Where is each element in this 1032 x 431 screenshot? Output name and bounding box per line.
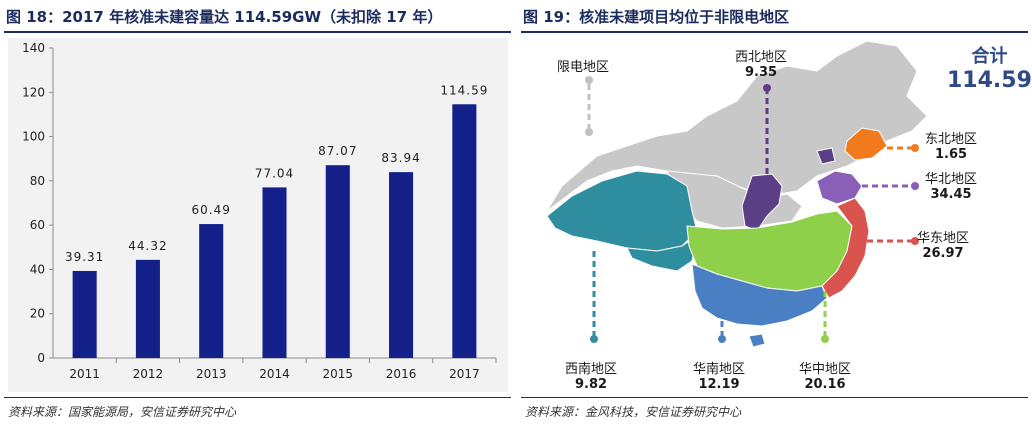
y-tick-label: 40	[30, 262, 45, 276]
region-label-north: 华北地区 34.45	[925, 168, 977, 202]
y-tick-label: 140	[22, 41, 45, 55]
data-label: 39.31	[65, 250, 104, 264]
y-tick-label: 20	[30, 307, 45, 321]
total-box: 合计 114.59	[947, 42, 1032, 93]
region-name: 华东地区	[917, 231, 970, 246]
region-name: 华南地区	[693, 362, 746, 377]
map-region-northwest	[741, 173, 783, 232]
y-tick-label: 60	[30, 218, 45, 232]
y-tick-label: 100	[22, 130, 45, 144]
map-source: 资料来源：金风科技，安信证券研究中心	[525, 405, 742, 419]
region-name: 东北地区	[925, 132, 978, 147]
region-value: 9.35	[744, 65, 778, 80]
chart-source: 资料来源：国家能源局，安信证券研究中心	[8, 405, 237, 419]
source-rule	[4, 397, 511, 398]
data-label: 44.32	[128, 239, 167, 253]
region-label-northwest: 西北地区 9.35	[735, 46, 787, 80]
region-label-south: 华南地区 12.19	[693, 358, 745, 392]
region-name: 限电地区	[557, 60, 610, 75]
region-label-northeast: 东北地区 1.65	[925, 128, 977, 162]
bar-2017	[452, 104, 477, 358]
x-tick-label: 2011	[69, 367, 100, 381]
map-region-north	[816, 170, 863, 205]
map-region-south	[691, 263, 828, 327]
leader-dots	[585, 76, 919, 343]
x-tick-label: 2014	[259, 367, 290, 381]
map-region-east	[821, 197, 870, 299]
data-label: 60.49	[192, 203, 231, 217]
region-value: 20.16	[804, 377, 846, 392]
region-label-curtailed: 限电地区	[557, 56, 609, 75]
map-region-northeast	[844, 127, 888, 161]
bar-2012	[135, 259, 160, 358]
left-panel: 图 18：2017 年核准未建容量达 114.59GW（未扣除 17 年） 0 2…	[0, 0, 515, 431]
total-value: 114.59	[947, 68, 1032, 93]
region-value: 34.45	[930, 187, 972, 202]
region-label-southwest: 西南地区 9.82	[565, 358, 617, 392]
bar-2014	[262, 187, 287, 358]
x-tick-label: 2013	[196, 367, 227, 381]
map-title: 图 19：核准未建项目均位于非限电地区	[523, 8, 790, 26]
leader-lines	[587, 84, 912, 336]
region-label-east: 华东地区 26.97	[917, 227, 969, 261]
data-label: 77.04	[255, 166, 294, 180]
region-value: 12.19	[698, 377, 740, 392]
map-region-southwest	[626, 234, 698, 272]
region-label-central: 华中地区 20.16	[799, 358, 851, 392]
region-value: 1.65	[934, 147, 968, 162]
data-label: 114.59	[440, 83, 488, 97]
y-tick-label: 80	[30, 174, 45, 188]
bar-2013	[199, 224, 224, 358]
region-value: 9.82	[574, 377, 608, 392]
bar-2015	[325, 165, 350, 358]
x-tick-label: 2015	[323, 367, 354, 381]
data-label: 87.07	[318, 144, 357, 158]
map-region-northwest-b	[816, 147, 836, 165]
china-region-map	[546, 40, 928, 348]
source-rule	[521, 397, 1028, 398]
region-name: 西南地区	[565, 362, 618, 377]
title-rule	[4, 31, 511, 33]
x-tick-label: 2017	[449, 367, 480, 381]
title-rule	[521, 31, 1028, 33]
region-name: 华中地区	[799, 362, 852, 377]
chart-title: 图 18：2017 年核准未建容量达 114.59GW（未扣除 17 年）	[6, 8, 443, 26]
region-value: 26.97	[922, 246, 964, 261]
y-tick-label: 0	[37, 351, 45, 365]
bar-chart: 0 20 40 60 80 100 120 140 39.31 2011 44.32 2012 60.4…	[22, 41, 497, 381]
bar-2011	[72, 270, 97, 358]
region-name: 西北地区	[735, 50, 788, 65]
region-name: 华北地区	[925, 172, 978, 187]
x-tick-label: 2012	[133, 367, 164, 381]
bar-2016	[389, 172, 414, 358]
total-label: 合计	[971, 46, 1008, 67]
y-tick-label: 120	[22, 85, 45, 99]
right-panel: 图 19：核准未建项目均位于非限电地区	[517, 0, 1032, 431]
chart-area: 0 20 40 60 80 100 120 140 39.31 2011 44.32 2012 60.4…	[8, 38, 508, 392]
x-tick-label: 2016	[386, 367, 417, 381]
map-region-hainan	[748, 333, 766, 348]
data-label: 83.94	[381, 151, 420, 165]
